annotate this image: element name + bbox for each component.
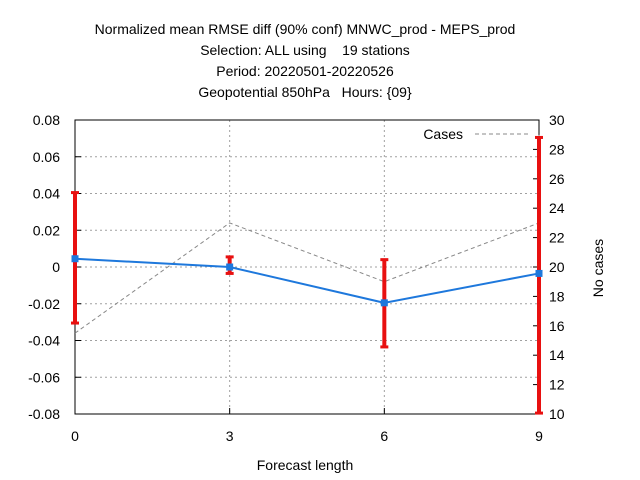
x-tick-label: 0 bbox=[71, 428, 79, 444]
cases-line bbox=[74, 222, 540, 334]
y2-tick-label: 26 bbox=[549, 171, 565, 187]
rmse-point bbox=[535, 269, 543, 277]
chart-title: Normalized mean RMSE diff (90% conf) MNW… bbox=[95, 21, 516, 100]
legend: Cases bbox=[423, 126, 528, 142]
x-tick-label: 9 bbox=[535, 428, 543, 444]
title-line-2: Selection: ALL using 19 stations bbox=[200, 42, 410, 58]
x-axis: 0 3 6 9 bbox=[71, 408, 543, 444]
y-axis-left: -0.08 -0.06 -0.04 -0.02 0 0.02 0.04 0.06 0.08 bbox=[28, 112, 81, 422]
x-tick-label: 3 bbox=[226, 428, 234, 444]
title-line-1: Normalized mean RMSE diff (90% conf) MNW… bbox=[95, 21, 516, 37]
y-tick-label: 0.04 bbox=[33, 186, 60, 202]
y2-tick-label: 30 bbox=[549, 112, 565, 128]
y-tick-label: -0.08 bbox=[28, 406, 60, 422]
y2-tick-label: 24 bbox=[549, 200, 565, 216]
series-rmse-diff bbox=[71, 135, 543, 415]
y2-tick-label: 18 bbox=[549, 288, 565, 304]
y-tick-label: 0.02 bbox=[33, 222, 60, 238]
title-line-4: Geopotential 850hPa Hours: {09} bbox=[198, 84, 412, 100]
title-line-3: Period: 20220501-20220526 bbox=[216, 63, 394, 79]
y2-tick-label: 20 bbox=[549, 259, 565, 275]
legend-label-cases: Cases bbox=[423, 126, 463, 142]
y2-tick-label: 22 bbox=[549, 230, 565, 246]
y-tick-label: 0 bbox=[52, 259, 60, 275]
rmse-line bbox=[74, 257, 540, 304]
y2-tick-label: 28 bbox=[549, 141, 565, 157]
y2-tick-label: 14 bbox=[549, 347, 565, 363]
rmse-point bbox=[380, 299, 388, 307]
x-axis-label: Forecast length bbox=[257, 457, 354, 473]
y2-tick-label: 16 bbox=[549, 318, 565, 334]
y-tick-label: 0.08 bbox=[33, 112, 60, 128]
y2-tick-label: 10 bbox=[549, 406, 565, 422]
grid bbox=[75, 120, 539, 414]
y2-tick-label: 12 bbox=[549, 377, 565, 393]
x-tick-label: 6 bbox=[380, 428, 388, 444]
rmse-point bbox=[226, 263, 234, 271]
y-tick-label: -0.02 bbox=[28, 296, 60, 312]
rmse-point bbox=[71, 255, 79, 263]
y2-axis-label: No cases bbox=[590, 239, 606, 297]
y-tick-label: -0.04 bbox=[28, 333, 60, 349]
y-tick-label: 0.06 bbox=[33, 149, 60, 165]
y-tick-label: -0.06 bbox=[28, 369, 60, 385]
